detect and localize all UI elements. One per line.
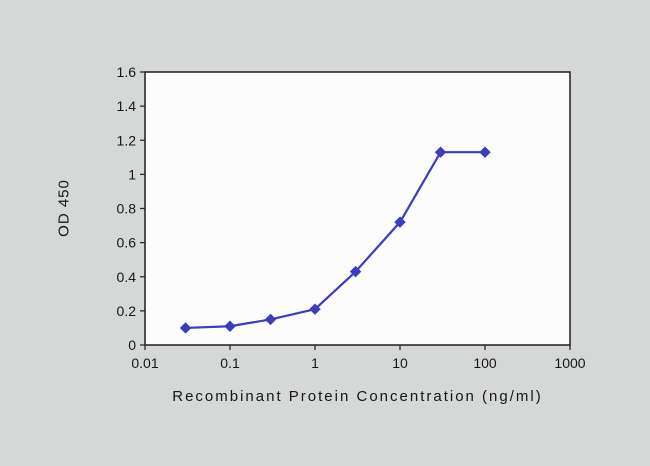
data-point: [479, 146, 491, 158]
y-tick-label: 1.4: [117, 98, 137, 114]
x-tick-label: 10: [392, 355, 408, 371]
data-point: [434, 146, 447, 158]
data-line: [185, 151, 485, 330]
y-tick-label: 1.2: [117, 132, 137, 148]
plot-area: [145, 72, 570, 345]
y-tick-label: 1.6: [117, 64, 137, 80]
data-point: [394, 216, 406, 228]
y-tick-label: 0: [128, 337, 136, 353]
y-axis-title: OD 450: [55, 179, 73, 237]
x-tick-label: 1000: [554, 355, 585, 371]
x-tick-label: 100: [473, 355, 497, 371]
y-tick-label: 0.2: [117, 303, 137, 319]
y-tick-label: 0.4: [117, 269, 137, 285]
data-point: [179, 322, 192, 334]
data-point: [349, 265, 362, 278]
data-point: [224, 320, 236, 332]
x-tick-label: 1: [311, 355, 319, 371]
data-point: [309, 303, 321, 315]
x-tick-label: 0.01: [131, 355, 158, 371]
y-tick-label: 1: [128, 166, 136, 182]
x-axis-title: Recombinant Protein Concentration (ng/ml…: [172, 388, 543, 405]
y-tick-label: 0.8: [117, 201, 137, 217]
y-tick-label: 0.6: [117, 235, 137, 251]
data-point: [264, 313, 277, 326]
plot-frame: [144, 71, 571, 346]
x-tick-label: 0.1: [220, 355, 240, 371]
